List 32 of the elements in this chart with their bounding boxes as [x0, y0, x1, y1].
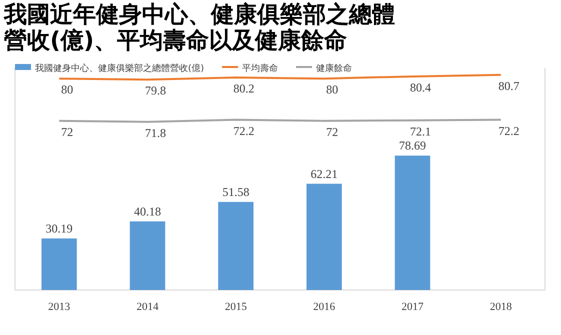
- chart-title: 我國近年健身中心、健康俱樂部之總體營收(億)、平均壽命以及健康餘命: [4, 2, 396, 54]
- data-label: 80.4: [410, 80, 431, 94]
- data-label: 40.18: [134, 204, 161, 218]
- bar: [130, 221, 166, 290]
- data-label: 72: [326, 124, 338, 139]
- data-label: 80: [61, 82, 74, 97]
- legend-label: 平均壽命: [242, 63, 278, 74]
- legend-label: 健康餘命: [316, 63, 352, 74]
- bar: [394, 156, 430, 290]
- legend-label: 我國健身中心、健康俱樂部之總體營收(億): [35, 63, 204, 74]
- x-tick-label: 2013: [48, 301, 71, 313]
- x-tick-label: 2014: [136, 301, 159, 313]
- data-label: 72: [61, 124, 74, 139]
- x-tick-label: 2015: [224, 301, 248, 313]
- data-label: 62.21: [310, 166, 338, 181]
- data-label: 51.58: [222, 184, 250, 199]
- bar: [306, 184, 342, 290]
- data-label: 30.19: [46, 221, 73, 236]
- data-label: 80: [326, 82, 338, 97]
- data-label: 72.1: [410, 124, 431, 138]
- data-label: 72.2: [233, 124, 254, 138]
- x-tick-label: 2018: [490, 301, 512, 313]
- bar: [42, 238, 77, 290]
- x-tick-label: 2017: [402, 301, 424, 313]
- x-tick-label: 2016: [313, 301, 336, 313]
- bar: [218, 202, 254, 290]
- data-label: 72.2: [498, 124, 520, 138]
- data-label: 79.8: [145, 84, 166, 98]
- data-label: 80.7: [498, 78, 520, 93]
- data-label: 80.2: [233, 82, 254, 96]
- data-label: 78.69: [399, 138, 426, 153]
- data-label: 71.8: [145, 126, 166, 140]
